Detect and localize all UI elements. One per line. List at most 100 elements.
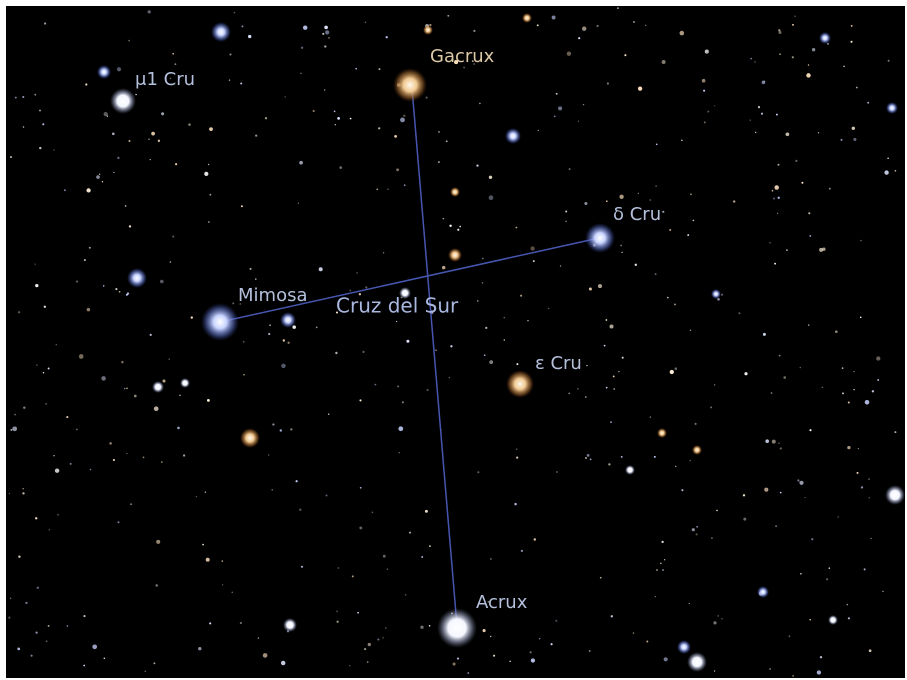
background-star: [755, 132, 756, 133]
background-star: [655, 185, 657, 187]
background-star: [504, 339, 506, 341]
background-star: [48, 368, 50, 370]
background-star: [255, 134, 257, 136]
background-star: [777, 213, 778, 214]
star: [211, 22, 231, 42]
background-star: [704, 121, 706, 123]
background-star: [600, 577, 602, 579]
background-star: [399, 452, 400, 453]
background-star: [569, 168, 571, 170]
background-star: [150, 334, 152, 336]
background-star: [808, 212, 810, 214]
background-star: [638, 193, 639, 194]
background-star: [198, 647, 201, 650]
background-star: [738, 312, 740, 314]
background-star: [290, 428, 292, 430]
background-star: [39, 110, 41, 112]
background-star: [265, 117, 267, 119]
background-star: [148, 138, 150, 140]
background-star: [22, 488, 24, 490]
background-star: [620, 245, 622, 247]
background-star: [299, 509, 301, 511]
background-star: [130, 503, 132, 505]
background-star: [109, 442, 112, 445]
background-star: [479, 103, 481, 105]
background-star: [57, 514, 59, 516]
background-star: [493, 655, 495, 657]
background-star: [655, 596, 656, 597]
background-star: [14, 414, 16, 416]
background-star: [23, 406, 25, 408]
background-star: [299, 161, 303, 165]
background-star: [812, 48, 815, 51]
background-star: [35, 631, 37, 633]
background-star: [894, 431, 896, 433]
background-star: [36, 365, 37, 366]
background-star: [229, 79, 230, 80]
background-star: [568, 393, 570, 395]
background-star: [696, 533, 698, 535]
star: [505, 128, 521, 144]
background-star: [489, 195, 494, 200]
background-star: [450, 345, 452, 347]
background-star: [554, 116, 556, 118]
star-mu1-cru: [110, 88, 136, 114]
background-star: [598, 284, 602, 288]
background-star: [777, 164, 779, 166]
background-star: [869, 649, 872, 652]
background-star: [126, 453, 127, 454]
background-star: [403, 115, 405, 117]
background-star: [242, 25, 244, 27]
background-star: [349, 290, 351, 292]
background-star: [204, 172, 208, 176]
background-star: [232, 302, 234, 304]
star: [240, 428, 260, 448]
background-star: [402, 401, 404, 403]
background-star: [379, 68, 381, 70]
star: [657, 428, 667, 438]
background-star: [795, 160, 797, 162]
background-star: [884, 170, 888, 174]
background-star: [841, 139, 843, 141]
background-star: [350, 118, 352, 120]
background-star: [234, 12, 236, 14]
background-star: [53, 149, 54, 150]
star: [711, 289, 721, 299]
background-star: [83, 665, 85, 667]
background-star: [621, 456, 623, 458]
background-star: [680, 31, 685, 36]
background-star: [548, 308, 549, 309]
background-star: [397, 385, 399, 387]
background-star: [426, 97, 428, 99]
background-star: [427, 389, 429, 391]
background-star: [23, 126, 25, 128]
background-star: [624, 54, 626, 56]
background-star: [633, 632, 635, 634]
background-star: [794, 15, 796, 17]
background-star: [324, 26, 328, 30]
background-star: [669, 229, 671, 231]
star-label: Gacrux: [430, 46, 495, 67]
background-star: [209, 194, 211, 196]
background-star: [188, 123, 191, 126]
background-star: [117, 521, 119, 523]
background-star: [112, 132, 115, 135]
background-star: [378, 127, 380, 129]
background-star: [17, 648, 20, 651]
background-star: [786, 249, 788, 251]
background-star: [162, 379, 165, 382]
background-star: [800, 367, 801, 368]
background-star: [763, 81, 765, 83]
background-star: [482, 258, 484, 260]
star: [886, 102, 898, 114]
background-star: [743, 518, 746, 521]
background-star: [421, 556, 423, 558]
background-star: [89, 247, 91, 249]
background-star: [429, 625, 431, 627]
background-star: [99, 174, 100, 175]
background-star: [376, 189, 378, 191]
star: [692, 445, 702, 455]
background-star: [126, 387, 128, 389]
background-star: [490, 636, 491, 637]
background-star: [85, 83, 87, 85]
